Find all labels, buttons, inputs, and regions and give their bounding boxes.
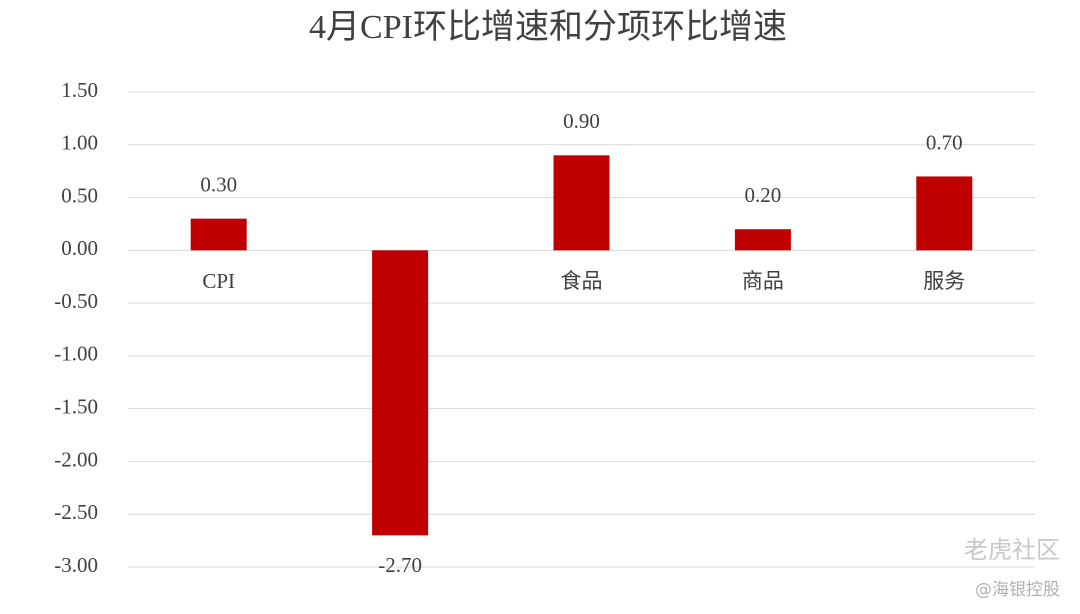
y-tick-label: 0.00 bbox=[61, 236, 98, 260]
watermark: @海银控股 bbox=[975, 580, 1060, 600]
x-tick-label: 服务 bbox=[923, 269, 965, 293]
x-tick-label: 食品 bbox=[561, 269, 603, 293]
y-tick-label: -1.00 bbox=[54, 342, 98, 366]
data-label: 0.90 bbox=[563, 109, 600, 133]
y-tick-label: -1.50 bbox=[54, 394, 98, 418]
y-tick-label: -2.00 bbox=[54, 447, 98, 471]
data-label: 0.70 bbox=[926, 130, 963, 154]
data-label: 0.30 bbox=[200, 172, 237, 196]
bar bbox=[553, 155, 610, 251]
data-label: -2.70 bbox=[378, 553, 422, 577]
chart-title: 4月CPI环比增速和分项环比增速 bbox=[309, 8, 787, 46]
bar bbox=[916, 176, 973, 251]
y-tick-label: 1.50 bbox=[61, 78, 98, 102]
bar bbox=[372, 250, 429, 536]
data-label: 0.20 bbox=[745, 183, 782, 207]
y-tick-label: 0.50 bbox=[61, 183, 98, 207]
y-tick-label: -3.00 bbox=[54, 553, 98, 577]
bar bbox=[734, 229, 791, 251]
y-tick-label: -2.50 bbox=[54, 500, 98, 524]
x-tick-label: CPI bbox=[202, 269, 235, 293]
x-tick-label: 商品 bbox=[742, 269, 784, 293]
y-tick-label: -0.50 bbox=[54, 289, 98, 313]
y-tick-label: 1.00 bbox=[61, 131, 98, 155]
bar bbox=[190, 218, 247, 251]
watermark: 老虎社区 bbox=[964, 536, 1060, 564]
